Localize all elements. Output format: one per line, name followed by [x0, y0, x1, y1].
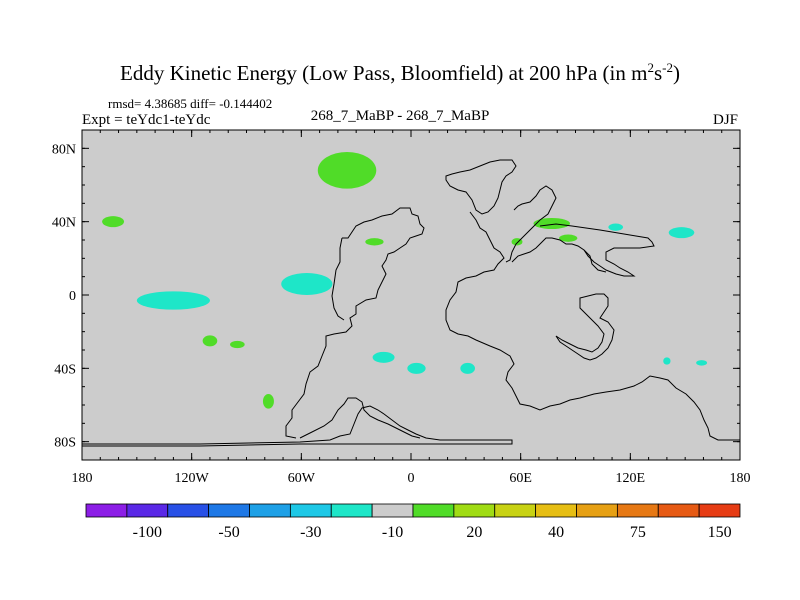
- x-tick-label: 60W: [288, 471, 316, 486]
- y-tick-label: 80S: [54, 436, 76, 451]
- colorbar-swatch: [85, 503, 128, 518]
- anomaly-patch-10: [281, 273, 333, 295]
- anomaly-patch-3: [202, 335, 218, 347]
- coastlines: [82, 159, 740, 447]
- center-label: 268_7_MaBP - 268_7_MaBP: [310, 108, 490, 124]
- anomaly-patch-8: [559, 234, 578, 242]
- anomaly-patch-13: [460, 362, 475, 374]
- anomaly-patch-17: [696, 360, 708, 366]
- x-tick-label: 120W: [175, 471, 210, 486]
- colorbar-label: -50: [218, 524, 239, 541]
- anomaly-patch-2: [365, 238, 384, 246]
- y-tick-label: 0: [69, 289, 76, 304]
- colorbar-swatch: [657, 503, 700, 518]
- experiment-label: Expt = teYdc1-teYdc: [82, 112, 211, 128]
- anomaly-patch-15: [668, 227, 695, 239]
- colorbar-swatch: [576, 503, 618, 518]
- colorbar-swatch: [208, 503, 250, 518]
- season-label: DJF: [712, 112, 738, 128]
- y-tick-label: 40N: [52, 216, 76, 231]
- anomaly-layer: [102, 152, 708, 409]
- colorbar-label: 150: [708, 524, 732, 541]
- colorbar-swatch: [249, 503, 291, 518]
- anomaly-patch-5: [262, 394, 274, 409]
- colorbar-swatch: [330, 503, 373, 518]
- colorbar-label: -100: [133, 524, 162, 541]
- colorbar-swatch: [535, 503, 577, 518]
- colorbar-swatch: [494, 503, 537, 518]
- anomaly-patch-0: [102, 216, 125, 228]
- anomaly-patch-16: [663, 357, 671, 365]
- y-tick-label: 40S: [54, 362, 76, 377]
- x-tick-label: 0: [408, 471, 415, 486]
- anomaly-patch-9: [136, 291, 210, 310]
- anomaly-patch-1: [317, 152, 377, 189]
- anomaly-patch-7: [533, 218, 571, 229]
- x-tick-label: 180: [72, 471, 93, 486]
- anomaly-patch-14: [608, 223, 624, 231]
- colorbar-label: 75: [630, 524, 646, 541]
- anomaly-patch-4: [230, 340, 245, 349]
- anomaly-patch-11: [372, 351, 395, 363]
- y-axis: 80N 40N 0 40S 80S: [52, 129, 740, 461]
- colorbar-swatch: [453, 503, 496, 518]
- x-tick-label: 60E: [509, 471, 532, 486]
- colorbar-label: -10: [382, 524, 403, 541]
- colorbar: -100 -50 -30 -10 20 40 75 150: [85, 503, 741, 541]
- colorbar-swatch: [616, 503, 659, 518]
- colorbar-label: 40: [548, 524, 564, 541]
- colorbar-swatch: [126, 503, 169, 518]
- colorbar-swatch: [289, 503, 332, 518]
- x-axis: 180 120W 60W 0 60E 120E 180: [72, 130, 751, 486]
- colorbar-swatch: [167, 503, 210, 518]
- colorbar-swatch: [698, 503, 741, 518]
- chart-title: Eddy Kinetic Energy (Low Pass, Bloomfiel…: [120, 60, 680, 85]
- y-tick-label: 80N: [52, 142, 76, 157]
- colorbar-label: 20: [466, 524, 482, 541]
- stats-text: rmsd= 4.38685 diff= -0.144402: [108, 96, 273, 111]
- anomaly-patch-12: [407, 362, 426, 374]
- colorbar-swatch: [371, 503, 414, 518]
- colorbar-label: -30: [300, 524, 321, 541]
- x-tick-label: 180: [730, 471, 751, 486]
- x-tick-label: 120E: [616, 471, 646, 486]
- colorbar-swatch: [412, 503, 455, 518]
